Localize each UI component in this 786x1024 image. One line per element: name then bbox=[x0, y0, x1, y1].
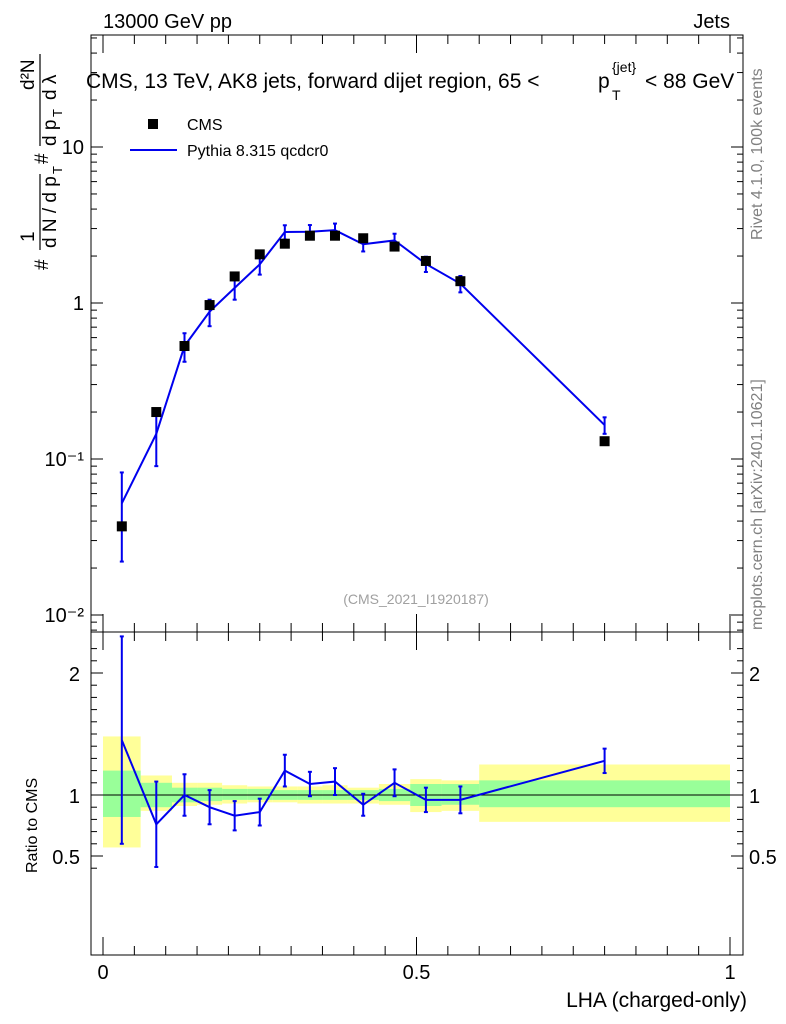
rivet-label: Rivet 4.1.0, 100k events bbox=[749, 68, 766, 240]
title-pt-sup: {jet} bbox=[612, 59, 636, 75]
header-right: Jets bbox=[693, 11, 730, 33]
cms-data-point bbox=[304, 230, 315, 241]
ratio-data-layer bbox=[91, 635, 743, 868]
ratio-y-tick-label-right: 0.5 bbox=[749, 847, 777, 869]
x-tick-label: 0 bbox=[97, 962, 108, 984]
svg-text:d²N: d²N bbox=[18, 59, 39, 90]
ratio-y-tick-label: 2 bbox=[69, 664, 80, 686]
x-tick-label: 0.5 bbox=[403, 962, 431, 984]
cms-data-point bbox=[179, 341, 190, 352]
cms-data-point bbox=[151, 407, 162, 418]
ratio-y-tick-label: 0.5 bbox=[52, 847, 80, 869]
main-axis-ticks: 10⁻² 10⁻¹ 1 10 bbox=[45, 35, 743, 632]
title-main: CMS, 13 TeV, AK8 jets, forward dijet reg… bbox=[86, 70, 540, 93]
ratio-y-tick-label-right: 2 bbox=[749, 664, 760, 686]
ratio-y-tick-label-right: 1 bbox=[749, 786, 760, 808]
main-data-layer bbox=[116, 222, 610, 563]
mcplots-label: mcplots.cern.ch [arXiv:2401.10621] bbox=[749, 379, 766, 630]
cms-data-point bbox=[279, 238, 290, 249]
analysis-watermark: (CMS_2021_I1920187) bbox=[343, 591, 489, 607]
svg-text:#: # bbox=[32, 153, 53, 164]
cms-data-point bbox=[455, 276, 466, 287]
cms-data-point bbox=[329, 230, 340, 241]
cms-data-point bbox=[254, 249, 265, 260]
ratio-mc-line bbox=[120, 739, 605, 827]
mc-line bbox=[120, 229, 606, 504]
ratio-y-tick-label: 1 bbox=[69, 786, 80, 808]
y-tick-label: 10⁻² bbox=[45, 605, 85, 627]
svg-text:T: T bbox=[50, 166, 65, 174]
cms-data-point bbox=[116, 521, 127, 532]
x-axis-label: LHA (charged-only) bbox=[566, 989, 747, 1012]
cms-data-point bbox=[229, 271, 240, 282]
ratio-y-label: Ratio to CMS bbox=[24, 778, 41, 873]
svg-text:CMS, 13 TeV, AK8 jets, forward: CMS, 13 TeV, AK8 jets, forward dijet reg… bbox=[86, 70, 540, 93]
cms-data-point bbox=[358, 233, 369, 244]
svg-text:1: 1 bbox=[18, 231, 39, 242]
legend-cms-marker bbox=[148, 119, 158, 129]
legend-cms-label: CMS bbox=[187, 117, 223, 134]
legend: CMS Pythia 8.315 qcdcr0 bbox=[130, 117, 329, 160]
title-suffix: < 88 GeV bbox=[645, 70, 734, 93]
ratio-green-band bbox=[222, 788, 248, 800]
cms-data-point bbox=[420, 255, 431, 266]
cms-data-point bbox=[599, 436, 610, 447]
svg-text:d N / d p: d N / d p bbox=[40, 176, 61, 248]
title-pt: p bbox=[598, 70, 610, 93]
ratio-green-band bbox=[479, 780, 730, 808]
ratio-axis-ticks: 0.5 0.5 1 1 2 2 0 0.5 1 bbox=[52, 632, 777, 984]
plot-title: CMS, 13 TeV, AK8 jets, forward dijet reg… bbox=[86, 59, 734, 103]
y-tick-label: 1 bbox=[73, 293, 84, 315]
svg-text:T: T bbox=[50, 109, 65, 117]
svg-text:d λ: d λ bbox=[40, 74, 61, 100]
header-left: 13000 GeV pp bbox=[103, 11, 232, 33]
ratio-green-band bbox=[247, 788, 273, 800]
y-tick-label: 10 bbox=[62, 137, 84, 159]
legend-mc-label: Pythia 8.315 qcdcr0 bbox=[187, 143, 329, 160]
y-axis-label: # 1 d N / d p T # d²N d p T d λ bbox=[18, 54, 65, 270]
x-tick-label: 1 bbox=[724, 962, 735, 984]
svg-text:d p: d p bbox=[40, 120, 61, 146]
cms-data-point bbox=[204, 300, 215, 311]
y-tick-label: 10⁻¹ bbox=[45, 449, 85, 471]
title-pt-sub: T bbox=[612, 87, 621, 103]
svg-text:#: # bbox=[32, 259, 53, 270]
cms-data-point bbox=[389, 241, 400, 252]
